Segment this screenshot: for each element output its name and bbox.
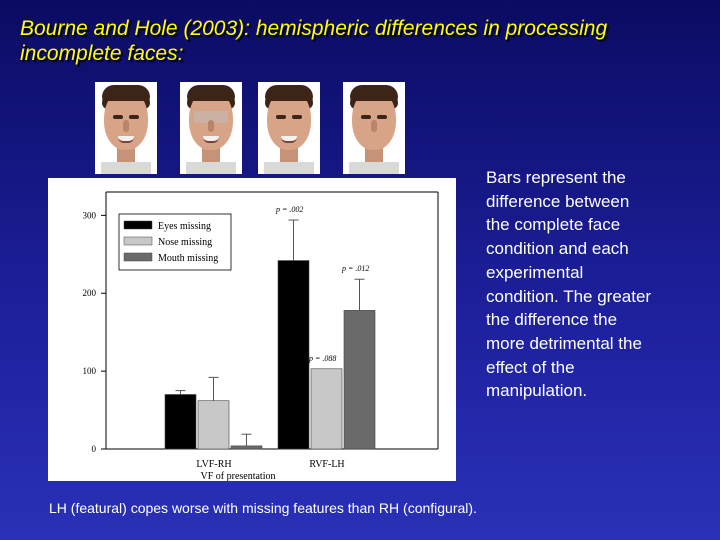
y-tick-label: 0 — [92, 444, 97, 454]
legend-swatch — [123, 220, 153, 230]
bar-chart: 0 100 200 300 LVF-RH RVF-LH p = .002 p = .088 p… — [48, 178, 456, 482]
bar-chart-svg: 0 100 200 300 LVF-RH RVF-LH p = .002 p = .088 p… — [83, 191, 439, 482]
bar-mouth-missing-lvf-rh — [230, 445, 263, 450]
footer-text: LH (featural) copes worse with missing f… — [49, 500, 477, 516]
p-value-annotation: p = .088 — [308, 354, 336, 363]
y-tick-label: 100 — [83, 366, 97, 376]
face-image-mouth-missing — [343, 82, 405, 174]
y-tick-label: 200 — [83, 288, 97, 298]
legend-swatch — [123, 252, 153, 262]
face-image-eyes-missing — [180, 82, 242, 174]
bar-eyes-missing-rvf-lh — [277, 260, 310, 450]
legend-swatch — [123, 236, 153, 246]
y-tick-label: 300 — [83, 210, 97, 220]
legend-label: Eyes missing — [158, 221, 211, 232]
bar-mouth-missing-rvf-lh — [343, 310, 376, 450]
face-image-complete — [95, 82, 157, 174]
p-value-annotation: p = .012 — [341, 264, 369, 273]
bar-eyes-missing-lvf-rh — [164, 394, 197, 450]
face-image-nose-missing — [258, 82, 320, 174]
x-tick-label: RVF-LH — [309, 459, 344, 470]
legend-label: Nose missing — [158, 237, 212, 248]
x-tick-label: LVF-RH — [196, 459, 231, 470]
p-value-annotation: p = .002 — [275, 205, 303, 214]
description-text: Bars represent the difference between th… — [486, 168, 652, 401]
x-axis-label: VF of presentation — [201, 471, 276, 481]
bar-nose-missing-rvf-lh — [310, 368, 343, 450]
legend-label: Mouth missing — [158, 253, 218, 264]
slide-title: Bourne and Hole (2003): hemispheric diff… — [20, 17, 608, 65]
bar-nose-missing-lvf-rh — [197, 400, 230, 450]
